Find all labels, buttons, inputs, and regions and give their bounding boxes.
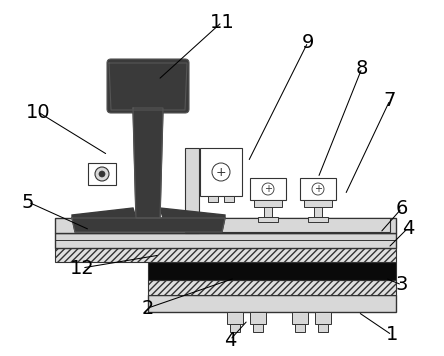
Bar	[55, 233, 396, 248]
Bar	[253, 324, 263, 332]
Bar	[148, 262, 396, 280]
Bar	[88, 163, 116, 185]
Bar	[185, 148, 199, 233]
Circle shape	[95, 167, 109, 181]
Bar	[227, 312, 243, 324]
Bar	[264, 207, 272, 217]
Bar	[224, 196, 234, 202]
Bar	[200, 148, 242, 196]
Bar	[148, 295, 396, 312]
Text: 6: 6	[396, 199, 408, 218]
Polygon shape	[72, 218, 225, 232]
Bar	[185, 218, 390, 232]
FancyBboxPatch shape	[107, 59, 189, 113]
Bar	[314, 207, 322, 217]
Bar	[148, 280, 396, 295]
Bar	[208, 196, 218, 202]
Text: +: +	[264, 184, 272, 194]
Text: 4: 4	[402, 219, 414, 237]
Bar	[292, 312, 308, 324]
Text: 7: 7	[384, 90, 396, 110]
Bar	[55, 248, 396, 262]
Bar	[55, 218, 396, 233]
Text: 1: 1	[386, 325, 398, 345]
Text: 4: 4	[224, 330, 236, 350]
Polygon shape	[109, 63, 187, 110]
Text: 3: 3	[396, 276, 408, 294]
Bar	[250, 178, 286, 200]
Bar	[254, 200, 282, 207]
Polygon shape	[133, 108, 163, 218]
Text: +: +	[314, 184, 322, 194]
Bar	[300, 178, 336, 200]
Polygon shape	[72, 208, 136, 218]
Bar	[308, 217, 328, 222]
Bar	[230, 324, 240, 332]
Bar	[250, 312, 266, 324]
Text: 8: 8	[356, 58, 368, 78]
Bar	[304, 200, 332, 207]
Bar	[295, 324, 305, 332]
Bar	[318, 324, 328, 332]
Text: 2: 2	[142, 298, 154, 318]
Text: 12: 12	[70, 258, 95, 277]
Text: +: +	[216, 166, 226, 178]
Text: 9: 9	[302, 32, 314, 52]
Text: 10: 10	[26, 103, 50, 121]
Polygon shape	[160, 208, 225, 218]
Text: 5: 5	[22, 193, 34, 211]
Bar	[258, 217, 278, 222]
Text: 11: 11	[210, 12, 234, 31]
Circle shape	[99, 171, 105, 177]
Bar	[315, 312, 331, 324]
